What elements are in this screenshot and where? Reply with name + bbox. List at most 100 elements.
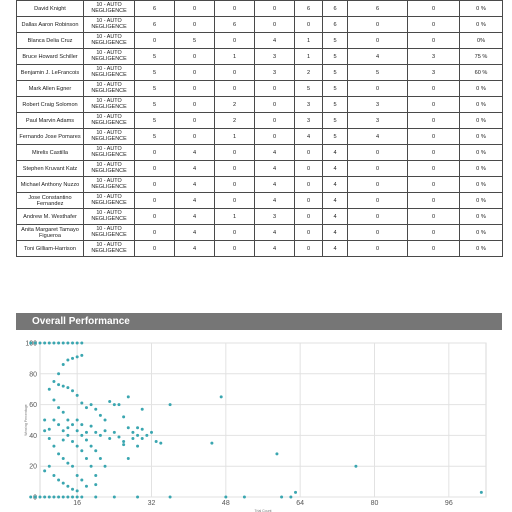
data-point xyxy=(112,430,116,434)
data-point xyxy=(94,483,98,487)
value-cell-c4: 0 xyxy=(254,16,295,33)
table-row: Anita Margaret Tamayo Figueroa 10 - AUTO … xyxy=(16,224,503,241)
data-point xyxy=(47,341,51,345)
data-point xyxy=(61,384,65,388)
data-point xyxy=(66,461,70,465)
data-point xyxy=(52,473,56,477)
data-point xyxy=(117,435,121,439)
value-cell-c8: 0 xyxy=(407,144,460,161)
value-cell-c5: 3 xyxy=(294,112,323,129)
value-cell-c3: 0 xyxy=(214,32,255,49)
value-cell-c4: 4 xyxy=(254,192,295,209)
value-cell-c4: 0 xyxy=(254,0,295,17)
value-cell-c8: 3 xyxy=(407,64,460,81)
data-point xyxy=(159,441,163,445)
data-point xyxy=(112,495,116,499)
data-point xyxy=(66,386,70,390)
data-point xyxy=(43,429,47,433)
value-cell-c4: 4 xyxy=(254,32,295,49)
value-cell-c2: 4 xyxy=(174,208,215,225)
case-category-cell: 10 - AUTO NEGLIGENCE xyxy=(83,224,135,241)
value-cell-c5: 6 xyxy=(294,0,323,17)
data-point xyxy=(57,341,61,345)
value-cell-c4: 3 xyxy=(254,64,295,81)
value-cell-c6: 4 xyxy=(322,224,348,241)
data-point xyxy=(210,441,214,445)
x-tick-label: 80 xyxy=(371,500,379,507)
value-cell-c6: 5 xyxy=(322,80,348,97)
data-point xyxy=(71,495,75,499)
value-cell-c5: 0 xyxy=(294,240,323,257)
value-cell-c3: 1 xyxy=(214,48,255,65)
value-cell-c6: 5 xyxy=(322,48,348,65)
value-cell-c7: 0 xyxy=(347,176,408,193)
table-row: Benjamin J. LeFrancois 10 - AUTO NEGLIGEN… xyxy=(16,64,503,81)
value-cell-c7: 3 xyxy=(347,112,408,129)
value-cell-c2: 0 xyxy=(174,80,215,97)
data-point xyxy=(108,400,112,404)
y-tick-label: 60 xyxy=(29,402,37,409)
value-cell-c3: 2 xyxy=(214,96,255,113)
value-cell-c5: 0 xyxy=(294,144,323,161)
value-cell-c8: 0 xyxy=(407,16,460,33)
data-point xyxy=(75,473,79,477)
attorney-name-cell: Jose Constantino Fernandez xyxy=(16,192,84,209)
attorney-name-cell: Benjamin J. LeFrancois xyxy=(16,64,84,81)
table-row: Mirelis Castilla 10 - AUTO NEGLIGENCE 0 4 0 4… xyxy=(16,144,503,161)
data-point xyxy=(47,427,51,431)
value-cell-c8: 0 xyxy=(407,208,460,225)
value-cell-c4: 0 xyxy=(254,96,295,113)
value-cell-c6: 5 xyxy=(322,32,348,49)
data-point xyxy=(80,433,84,437)
data-point xyxy=(103,429,107,433)
data-point xyxy=(122,440,126,444)
value-cell-c9: 75 % xyxy=(459,48,503,65)
data-point xyxy=(75,418,79,422)
data-point xyxy=(136,433,140,437)
data-point xyxy=(75,495,79,499)
data-point xyxy=(224,495,228,499)
data-point xyxy=(66,358,70,362)
data-point xyxy=(98,433,102,437)
value-cell-c5: 1 xyxy=(294,48,323,65)
value-cell-c4: 4 xyxy=(254,160,295,177)
data-point xyxy=(94,495,98,499)
data-point xyxy=(94,407,98,411)
x-tick-label: 96 xyxy=(445,500,453,507)
value-cell-c1: 0 xyxy=(134,192,175,209)
value-cell-c8: 0 xyxy=(407,240,460,257)
data-point xyxy=(136,426,140,430)
value-cell-c3: 1 xyxy=(214,208,255,225)
results-table: David Knight 10 - AUTO NEGLIGENCE 6 0 0 0 6 6 6 0… xyxy=(16,0,503,257)
table-row: Stephen Kruvant Katz 10 - AUTO NEGLIGENCE… xyxy=(16,160,503,177)
data-point xyxy=(52,341,56,345)
y-tick-label: 40 xyxy=(29,433,37,440)
value-cell-c1: 5 xyxy=(134,64,175,81)
data-point xyxy=(52,418,56,422)
attorney-name-cell: Stephen Kruvant Katz xyxy=(16,160,84,177)
data-point xyxy=(43,418,47,422)
data-point xyxy=(71,464,75,468)
table-row: Toni Gilliam-Harrison 10 - AUTO NEGLIGENC… xyxy=(16,240,503,257)
data-point xyxy=(47,464,51,468)
data-point xyxy=(136,444,140,448)
data-point xyxy=(61,457,65,460)
value-cell-c9: 0 % xyxy=(459,160,503,177)
value-cell-c9: 0 % xyxy=(459,224,503,241)
data-point xyxy=(84,438,88,442)
data-point xyxy=(75,393,79,397)
data-point xyxy=(80,495,84,499)
attorney-name-cell: Blanca Delia Cruz xyxy=(16,32,84,49)
value-cell-c8: 0 xyxy=(407,0,460,17)
case-category-cell: 10 - AUTO NEGLIGENCE xyxy=(83,96,135,113)
value-cell-c5: 0 xyxy=(294,160,323,177)
data-point xyxy=(61,410,65,414)
case-category-cell: 10 - AUTO NEGLIGENCE xyxy=(83,176,135,193)
data-point xyxy=(126,395,130,399)
case-category-cell: 10 - AUTO NEGLIGENCE xyxy=(83,0,135,17)
data-point xyxy=(80,478,84,482)
data-point xyxy=(103,464,107,468)
value-cell-c9: 0 % xyxy=(459,240,503,257)
data-point xyxy=(66,433,70,437)
data-point xyxy=(80,341,84,345)
